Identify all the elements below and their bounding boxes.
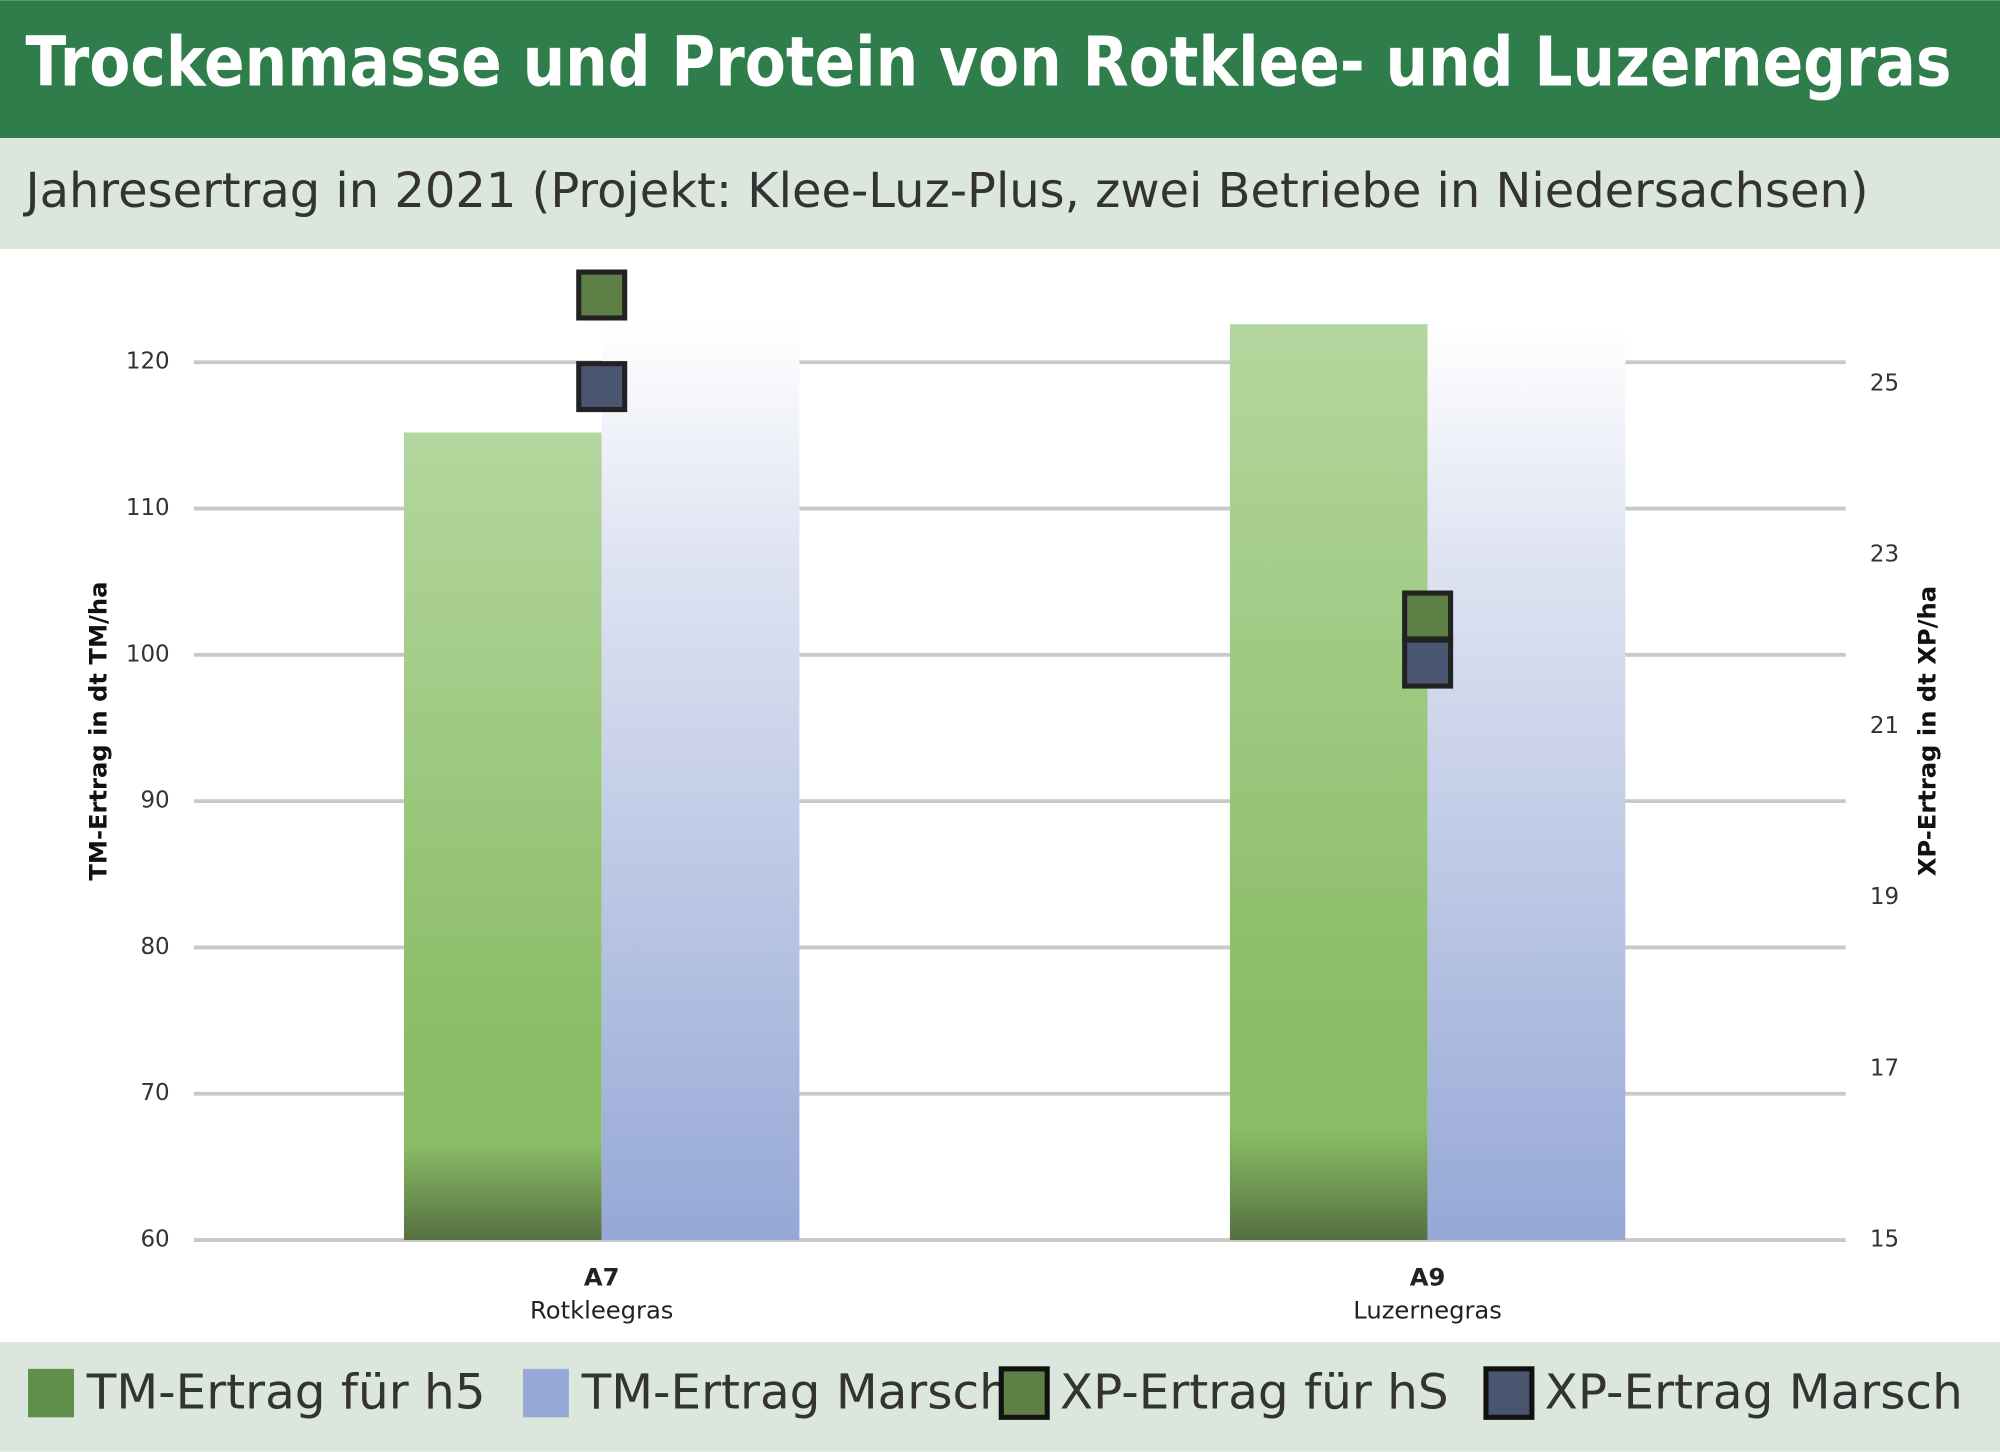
- y2-tick-label: 15: [1870, 1227, 1899, 1253]
- marker: [1402, 637, 1454, 689]
- y-tick-label: 70: [140, 1080, 169, 1106]
- legend-swatch: [1483, 1366, 1535, 1420]
- legend-swatch: [522, 1368, 569, 1418]
- bar: [404, 432, 602, 1241]
- legend-swatch: [28, 1368, 74, 1418]
- bar: [1229, 324, 1428, 1241]
- legend-swatch: [998, 1366, 1050, 1420]
- y-tick-label: 60: [140, 1227, 169, 1253]
- y-tick-label: 100: [126, 641, 170, 667]
- x-tick-label: A9: [1410, 1263, 1446, 1291]
- marker: [1402, 590, 1454, 642]
- legend-label: TM-Ertrag für h5: [86, 1365, 486, 1421]
- subtitle-band: [0, 137, 2000, 249]
- title-band: [0, 0, 2000, 138]
- legend-label: XP-Ertrag Marsch: [1545, 1365, 1963, 1421]
- bar: [601, 321, 800, 1241]
- y-tick-label: 90: [140, 788, 169, 814]
- x-tick-label: A7: [584, 1263, 620, 1291]
- y-tick-label: 120: [126, 349, 170, 375]
- x-tick-sublabel: Rotkleegras: [530, 1296, 673, 1324]
- y2-tick-label: 25: [1870, 371, 1899, 397]
- marker: [576, 269, 628, 321]
- y2-tick-label: 19: [1870, 884, 1899, 910]
- y-tick-label: 80: [140, 934, 169, 960]
- y2-tick-label: 23: [1870, 542, 1899, 568]
- y2-tick-label: 17: [1870, 1055, 1899, 1081]
- legend-label: XP-Ertrag für hS: [1060, 1365, 1449, 1421]
- marker: [576, 361, 628, 413]
- y2-axis-title: XP-Ertrag in dt XP/ha: [1914, 586, 1942, 876]
- chart-subtitle: Jahresertrag in 2021 (Projekt: Klee-Luz-…: [23, 163, 1869, 219]
- bar: [1427, 325, 1626, 1241]
- chart-title: Trockenmasse und Protein von Rotklee- un…: [26, 23, 1952, 103]
- x-tick-sublabel: Luzernegras: [1353, 1296, 1502, 1324]
- y-tick-label: 110: [126, 495, 170, 521]
- y2-tick-label: 21: [1870, 713, 1899, 739]
- y-axis-title: TM-Ertrag in dt TM/ha: [84, 582, 112, 881]
- legend-label: TM-Ertrag Marsch: [581, 1365, 1010, 1421]
